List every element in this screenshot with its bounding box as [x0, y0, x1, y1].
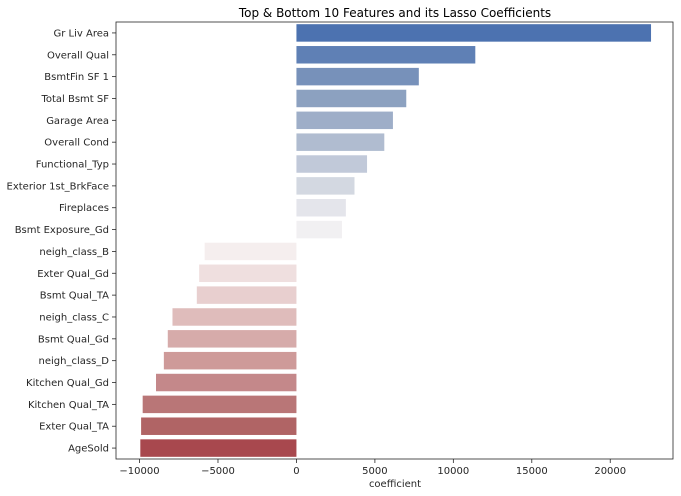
bar [296, 198, 346, 217]
bar [296, 46, 476, 64]
y-tick-label: Bsmt Exposure_Gd [15, 225, 109, 236]
bar [172, 308, 297, 326]
bar [296, 67, 419, 86]
bar [296, 155, 368, 173]
bar [204, 242, 297, 261]
y-tick-label: Bsmt Qual_Gd [38, 334, 109, 345]
x-tick-label: 5000 [362, 466, 387, 477]
bar [296, 220, 342, 239]
y-tick-label: BsmtFin SF 1 [44, 72, 109, 83]
bars-group [140, 24, 652, 457]
bar [296, 111, 393, 130]
y-tick-label: Garage Area [46, 116, 109, 127]
chart-title: Top & Bottom 10 Features and its Lasso C… [238, 6, 551, 20]
y-tick-label: Total Bsmt SF [40, 94, 109, 105]
bar [140, 439, 297, 457]
y-tick-label: Fireplaces [59, 203, 109, 214]
bar [199, 264, 297, 283]
bar [141, 417, 297, 435]
y-tick-label: Exterior 1st_BrkFace [7, 181, 109, 192]
y-tick-label: Kitchen Qual_Gd [26, 378, 109, 389]
y-tick-label: AgeSold [68, 444, 109, 455]
bar [296, 89, 407, 108]
x-tick-label: 20000 [594, 466, 626, 477]
bar [163, 351, 297, 370]
y-tick-label: Functional_Typ [36, 160, 109, 171]
bar [296, 133, 385, 151]
x-tick-label: −5000 [201, 466, 235, 477]
y-tick-label: neigh_class_D [39, 356, 110, 367]
y-tick-label: neigh_class_B [39, 247, 109, 258]
y-tick-label: Overall Qual [47, 50, 109, 61]
y-tick-label: neigh_class_C [39, 312, 109, 323]
bar [296, 24, 652, 42]
bar [196, 286, 297, 304]
x-tick-label: −10000 [119, 466, 159, 477]
y-tick-label: Overall Cond [44, 138, 109, 149]
bar [296, 177, 355, 195]
y-tick-label: Bsmt Qual_TA [40, 291, 109, 302]
bar [156, 373, 297, 392]
bar [142, 395, 297, 414]
y-tick-label: Exter Qual_TA [39, 422, 109, 433]
x-axis-title: coefficient [369, 479, 421, 490]
x-tick-label: 10000 [437, 466, 469, 477]
x-tick-label: 0 [293, 466, 299, 477]
x-ticks: −10000 −5000 0 5000 10000 15000 20000 [119, 459, 626, 477]
y-tick-label: Kitchen Qual_TA [28, 400, 109, 411]
plot-frame [115, 21, 674, 460]
y-tick-label: Exter Qual_Gd [37, 269, 109, 280]
y-tick-label: Gr Liv Area [54, 28, 110, 39]
x-tick-label: 15000 [516, 466, 548, 477]
bar [167, 330, 297, 348]
y-tick-labels: Gr Liv Area Overall Qual BsmtFin SF 1 Total… [7, 28, 116, 455]
